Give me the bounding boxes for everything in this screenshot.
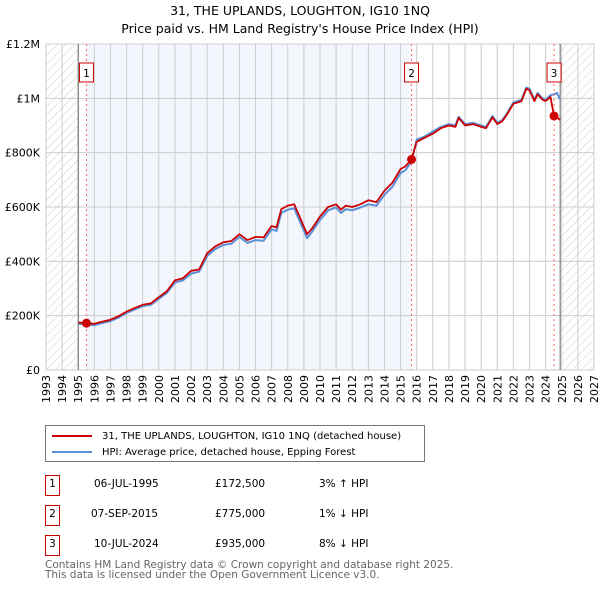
x-tick-label: 2019	[459, 375, 472, 403]
legend-line-red	[52, 435, 92, 437]
x-tick-label: 1994	[56, 375, 69, 403]
footer: Contains HM Land Registry data © Crown c…	[45, 559, 454, 581]
y-tick-label: £600K	[5, 201, 41, 214]
transaction-price: £935,000	[215, 538, 266, 550]
transaction-marker: 3	[45, 535, 60, 556]
sale-point	[407, 154, 417, 164]
x-tick-label: 2017	[427, 375, 440, 403]
x-tick-label: 2022	[507, 375, 520, 403]
x-tick-label: 2018	[443, 375, 456, 403]
x-tick-label: 2007	[266, 375, 279, 403]
x-tick-label: 2012	[346, 375, 359, 403]
transaction-hpi: 8% ↓ HPI	[319, 538, 369, 550]
y-tick-label: £0	[26, 364, 40, 377]
x-tick-label: 2023	[524, 375, 537, 403]
x-tick-label: 1993	[40, 375, 53, 403]
y-tick-label: £1M	[17, 92, 41, 105]
sale-label-box	[404, 62, 420, 83]
x-tick-label: 1998	[121, 375, 134, 403]
x-tick-label: 2015	[395, 375, 408, 403]
footer-line: This data is licensed under the Open Gov…	[45, 569, 380, 581]
legend-item-property: 31, THE UPLANDS, LOUGHTON, IG10 1NQ (det…	[52, 429, 401, 443]
x-tick-label: 2027	[588, 375, 600, 403]
transaction-hpi: 1% ↓ HPI	[319, 508, 369, 520]
sale-label-box	[546, 62, 562, 83]
x-tick-label: 1996	[88, 375, 101, 403]
sale-label-box	[78, 62, 94, 83]
sale-label: 2	[408, 68, 415, 80]
plot-border	[45, 43, 595, 371]
chart-subtitle: Price paid vs. HM Land Registry's House …	[121, 21, 479, 36]
y-tick-label: £200K	[5, 310, 41, 323]
legend: 31, THE UPLANDS, LOUGHTON, IG10 1NQ (det…	[45, 425, 425, 462]
x-tick-label: 2001	[169, 375, 182, 403]
chart-title: 31, THE UPLANDS, LOUGHTON, IG10 1NQ	[170, 3, 430, 18]
x-tick-label: 2003	[201, 375, 214, 403]
footer-line: Contains HM Land Registry data © Crown c…	[45, 559, 454, 571]
x-tick-label: 1999	[137, 375, 150, 403]
transaction-date: 06-JUL-1995	[94, 478, 159, 490]
x-tick-label: 2025	[556, 375, 569, 403]
transaction-row: 2 07-SEP-2015 £775,000 1% ↓ HPI	[45, 505, 465, 526]
x-tick-label: 2006	[250, 375, 263, 403]
sale-label: 3	[551, 68, 558, 80]
legend-label: HPI: Average price, detached house, Eppi…	[102, 446, 356, 458]
x-tick-label: 2020	[475, 375, 488, 403]
x-tick-label: 2009	[298, 375, 311, 403]
x-tick-label: 2016	[411, 375, 424, 403]
x-tick-label: 2004	[217, 375, 230, 403]
transaction-row: 1 06-JUL-1995 £172,500 3% ↑ HPI	[45, 475, 465, 496]
transaction-date: 10-JUL-2024	[94, 538, 159, 550]
x-tick-label: 2000	[153, 375, 166, 403]
transaction-hpi: 3% ↑ HPI	[319, 478, 369, 490]
sale-point	[549, 111, 559, 121]
transaction-price: £172,500	[215, 478, 266, 490]
x-tick-label: 1995	[72, 375, 85, 403]
x-tick-label: 2008	[282, 375, 295, 403]
x-tick-label: 2002	[185, 375, 198, 403]
legend-item-hpi: HPI: Average price, detached house, Eppi…	[52, 445, 355, 459]
transaction-price: £775,000	[215, 508, 266, 520]
sale-label: 1	[83, 68, 90, 80]
price-chart: 1993 1994 1995 1996 1997 1998 1999 2000 2001 2002…	[5, 38, 600, 403]
x-tick-label: 2021	[491, 375, 504, 403]
x-tick-label: 2013	[362, 375, 375, 403]
x-tick-label: 1997	[104, 375, 117, 403]
x-tick-label: 2010	[314, 375, 327, 403]
x-tick-label: 2024	[540, 375, 553, 403]
property-series-line	[78, 87, 561, 325]
transaction-marker: 2	[45, 505, 60, 526]
x-tick-label: 2014	[378, 375, 391, 403]
y-tick-label: £400K	[5, 255, 41, 268]
transaction-marker: 1	[45, 475, 60, 496]
y-tick-label: £1.2M	[6, 38, 40, 51]
x-tick-label: 2005	[233, 375, 246, 403]
transaction-row: 3 10-JUL-2024 £935,000 8% ↓ HPI	[45, 535, 465, 556]
legend-label: 31, THE UPLANDS, LOUGHTON, IG10 1NQ (det…	[102, 430, 402, 442]
x-tick-label: 2011	[330, 375, 343, 403]
x-tick-label: 2026	[572, 375, 585, 403]
legend-line-blue	[52, 451, 92, 453]
transaction-date: 07-SEP-2015	[91, 508, 159, 520]
y-tick-label: £800K	[5, 147, 41, 160]
sale-point	[81, 318, 91, 328]
